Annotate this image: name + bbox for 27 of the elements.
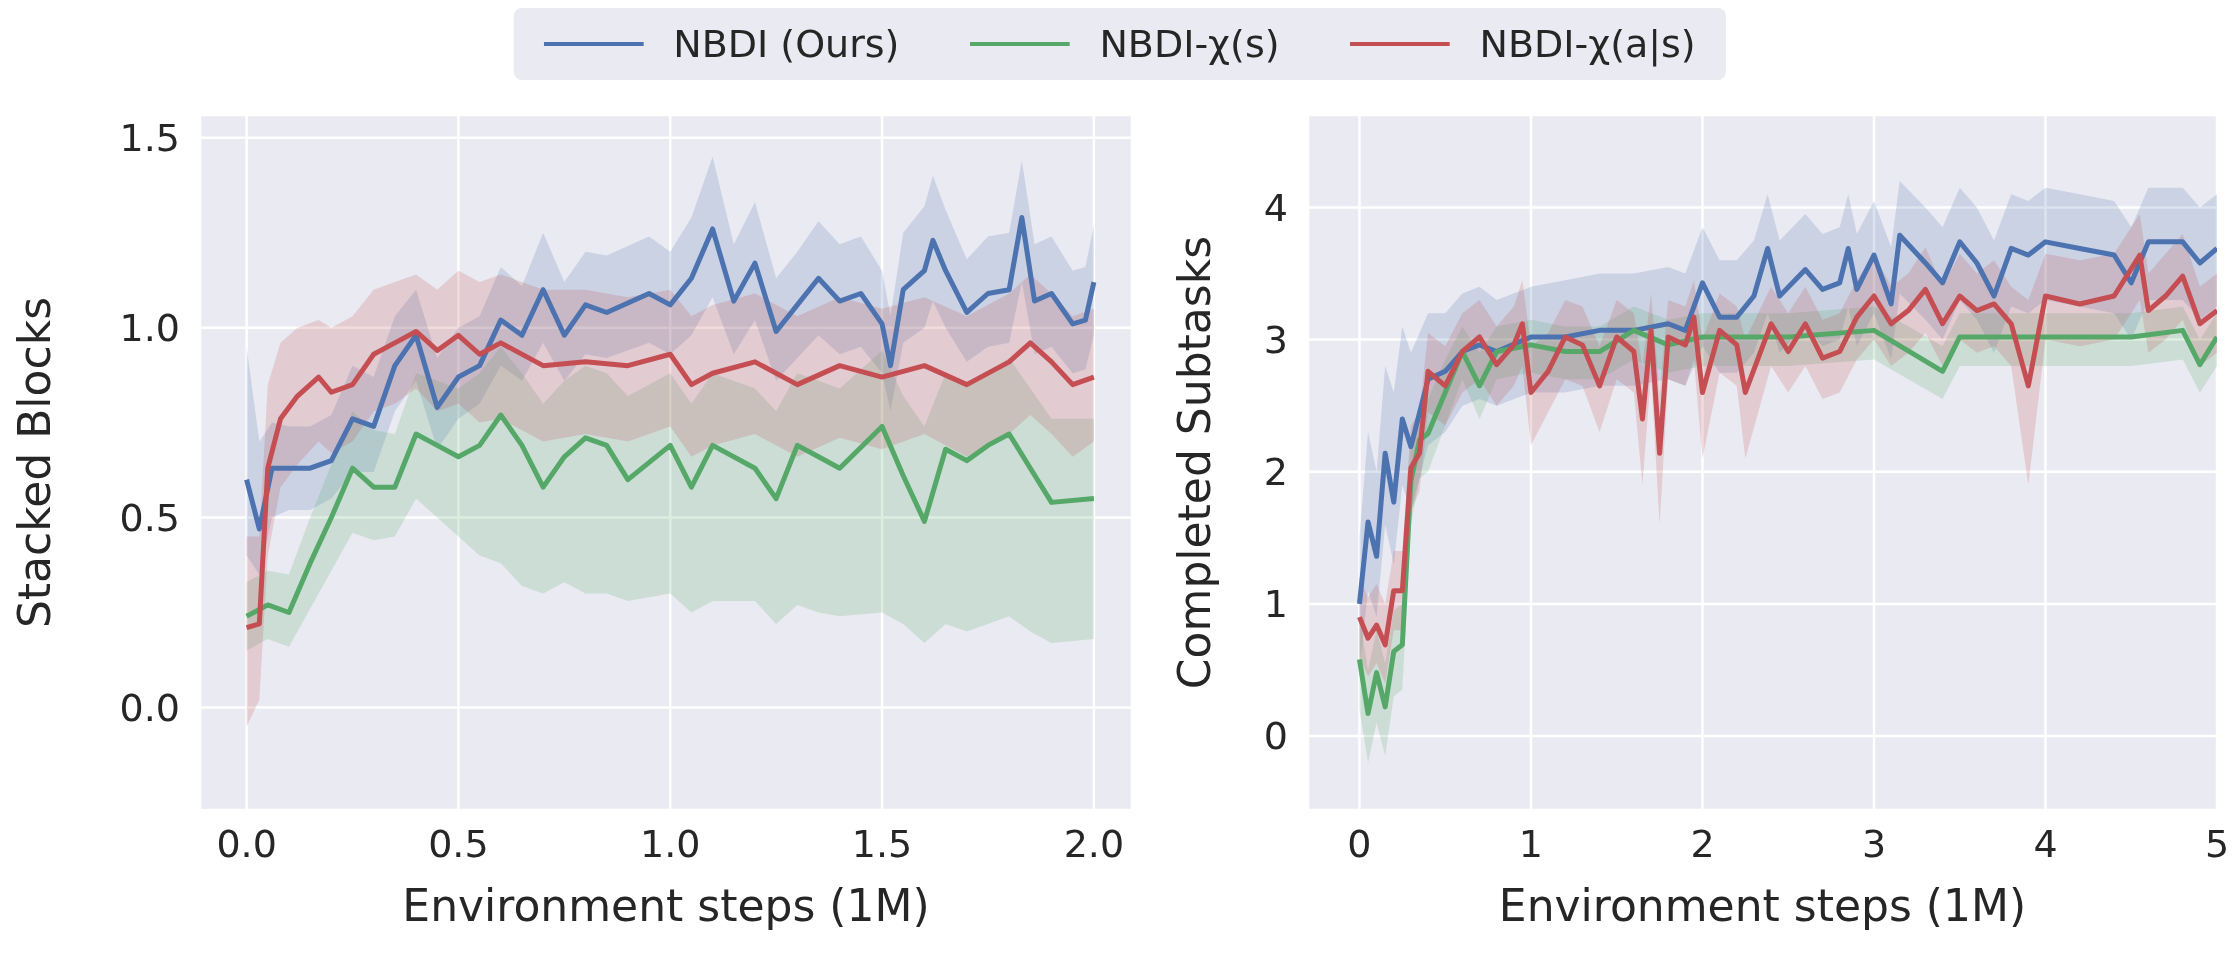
y-tick-label: 1.0	[119, 306, 180, 351]
y-tick-label: 3	[1263, 318, 1288, 363]
x-tick-label: 0	[1347, 821, 1372, 866]
y-tick-label: 1.5	[119, 116, 180, 161]
legend-label: NBDI (Ours)	[673, 22, 900, 66]
x-tick-label: 4	[2033, 821, 2058, 866]
x-tick-label: 0.5	[428, 821, 489, 866]
x-axis-title: Environment steps (1M)	[402, 880, 930, 931]
y-tick-label: 4	[1263, 185, 1288, 230]
y-tick-label: 0	[1263, 714, 1288, 759]
x-tick-label: 0.0	[216, 821, 277, 866]
y-tick-label: 1	[1263, 582, 1288, 627]
x-tick-label: 1	[1518, 821, 1544, 866]
x-tick-label: 5	[2204, 821, 2230, 866]
y-axis-title: Completed Subtasks	[1168, 235, 1220, 690]
x-axis-title: Environment steps (1M)	[1498, 880, 2027, 931]
legend-label: NBDI-χ(s)	[1099, 22, 1280, 66]
y-tick-label: 2	[1263, 450, 1288, 495]
y-tick-label: 0.5	[119, 496, 180, 541]
y-tick-label: 0.0	[119, 685, 180, 730]
legend-label: NBDI-χ(a|s)	[1479, 22, 1696, 66]
x-tick-label: 2.0	[1063, 821, 1125, 866]
x-tick-label: 3	[1861, 821, 1887, 866]
x-tick-label: 2	[1690, 821, 1715, 866]
x-tick-label: 1.0	[640, 821, 701, 866]
y-axis-title: Stacked Blocks	[8, 296, 60, 629]
x-tick-label: 1.5	[851, 821, 913, 866]
